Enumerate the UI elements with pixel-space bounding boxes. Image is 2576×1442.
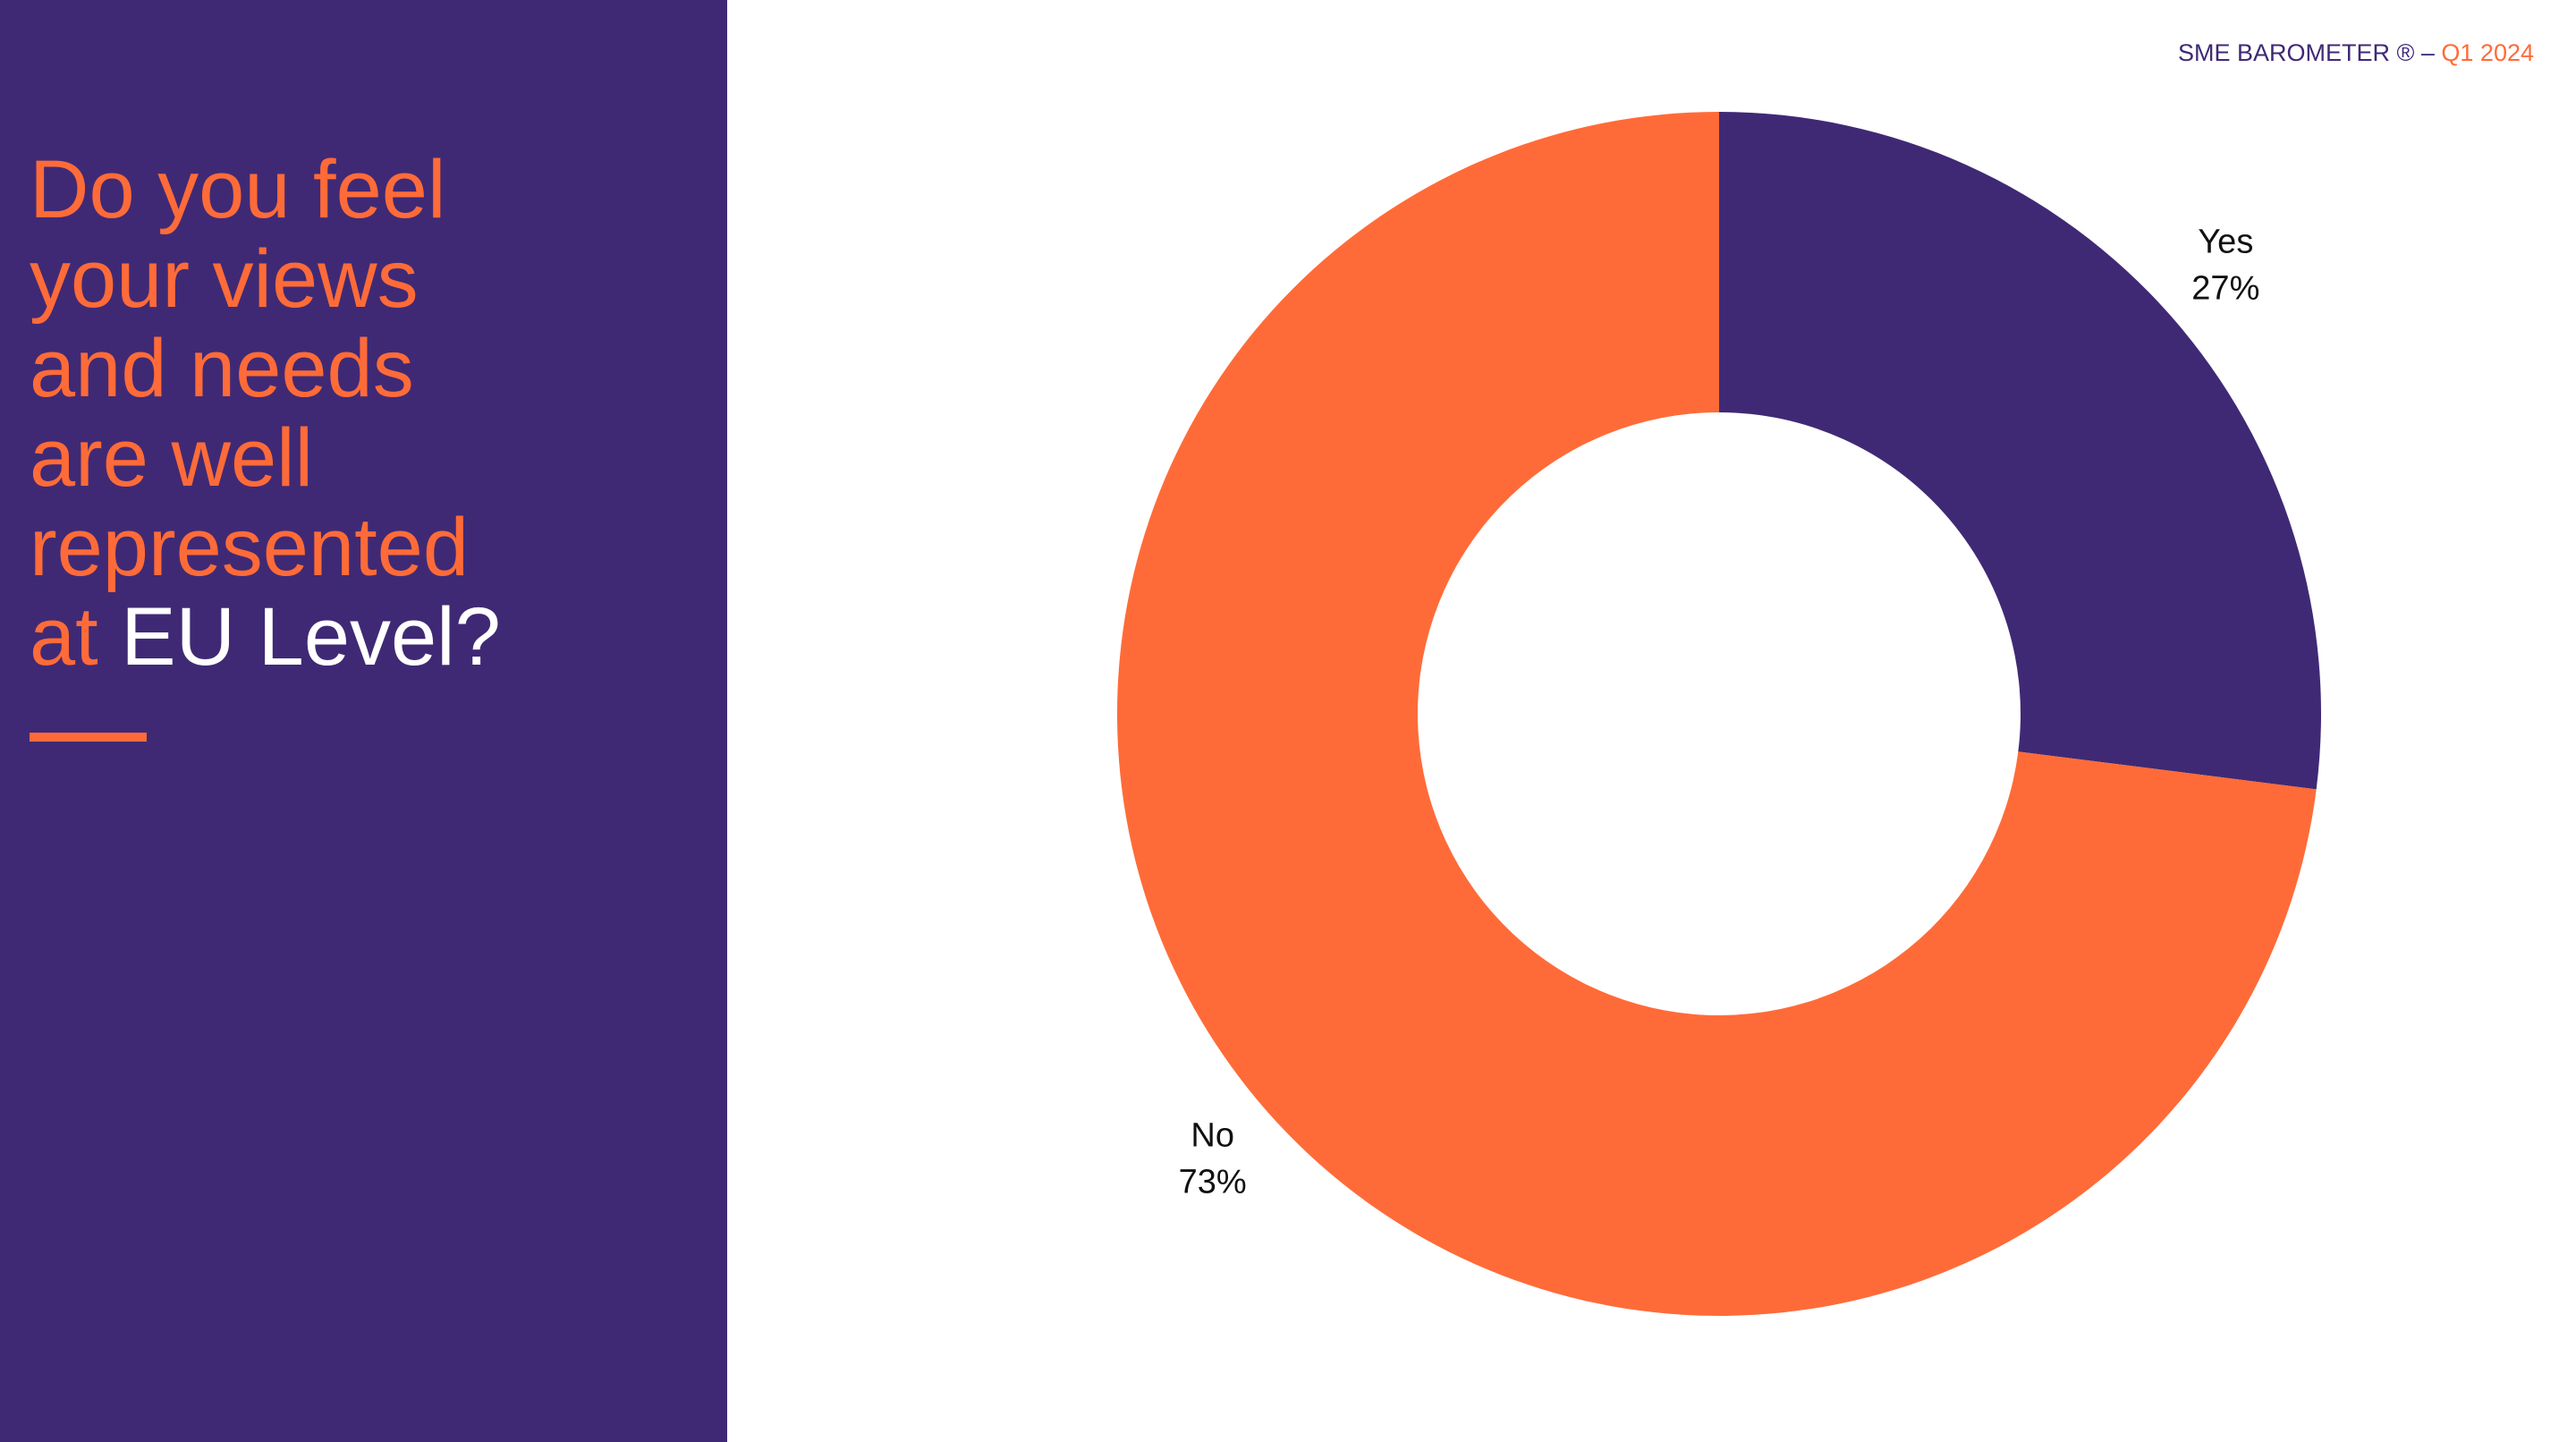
value-label: 27% [2191,270,2259,308]
side-panel: Do you feel your views and needs are well re… [0,0,727,1442]
value-label: 73% [1179,1163,1247,1200]
title-line: and needs [30,323,414,414]
slice [1719,112,2321,790]
period: Q1 2024 [2441,39,2534,66]
title-end: EU Level? [121,591,501,683]
title-line: are well [30,412,314,504]
brand: SME BAROMETER ® – [2177,39,2435,66]
title-line: represented [30,502,469,593]
slice [1116,112,2317,1316]
slide-title: Do you feel your views and needs are well re… [30,145,501,682]
slice-label: Yes [2198,224,2253,261]
title-line: at [30,591,98,683]
title-line: your views [30,233,419,325]
title-line: Do you feel [30,144,446,235]
title-underline [30,733,147,742]
slice-label: No [1191,1116,1234,1154]
header: SME BAROMETER ® – Q1 2024 [2178,39,2534,67]
